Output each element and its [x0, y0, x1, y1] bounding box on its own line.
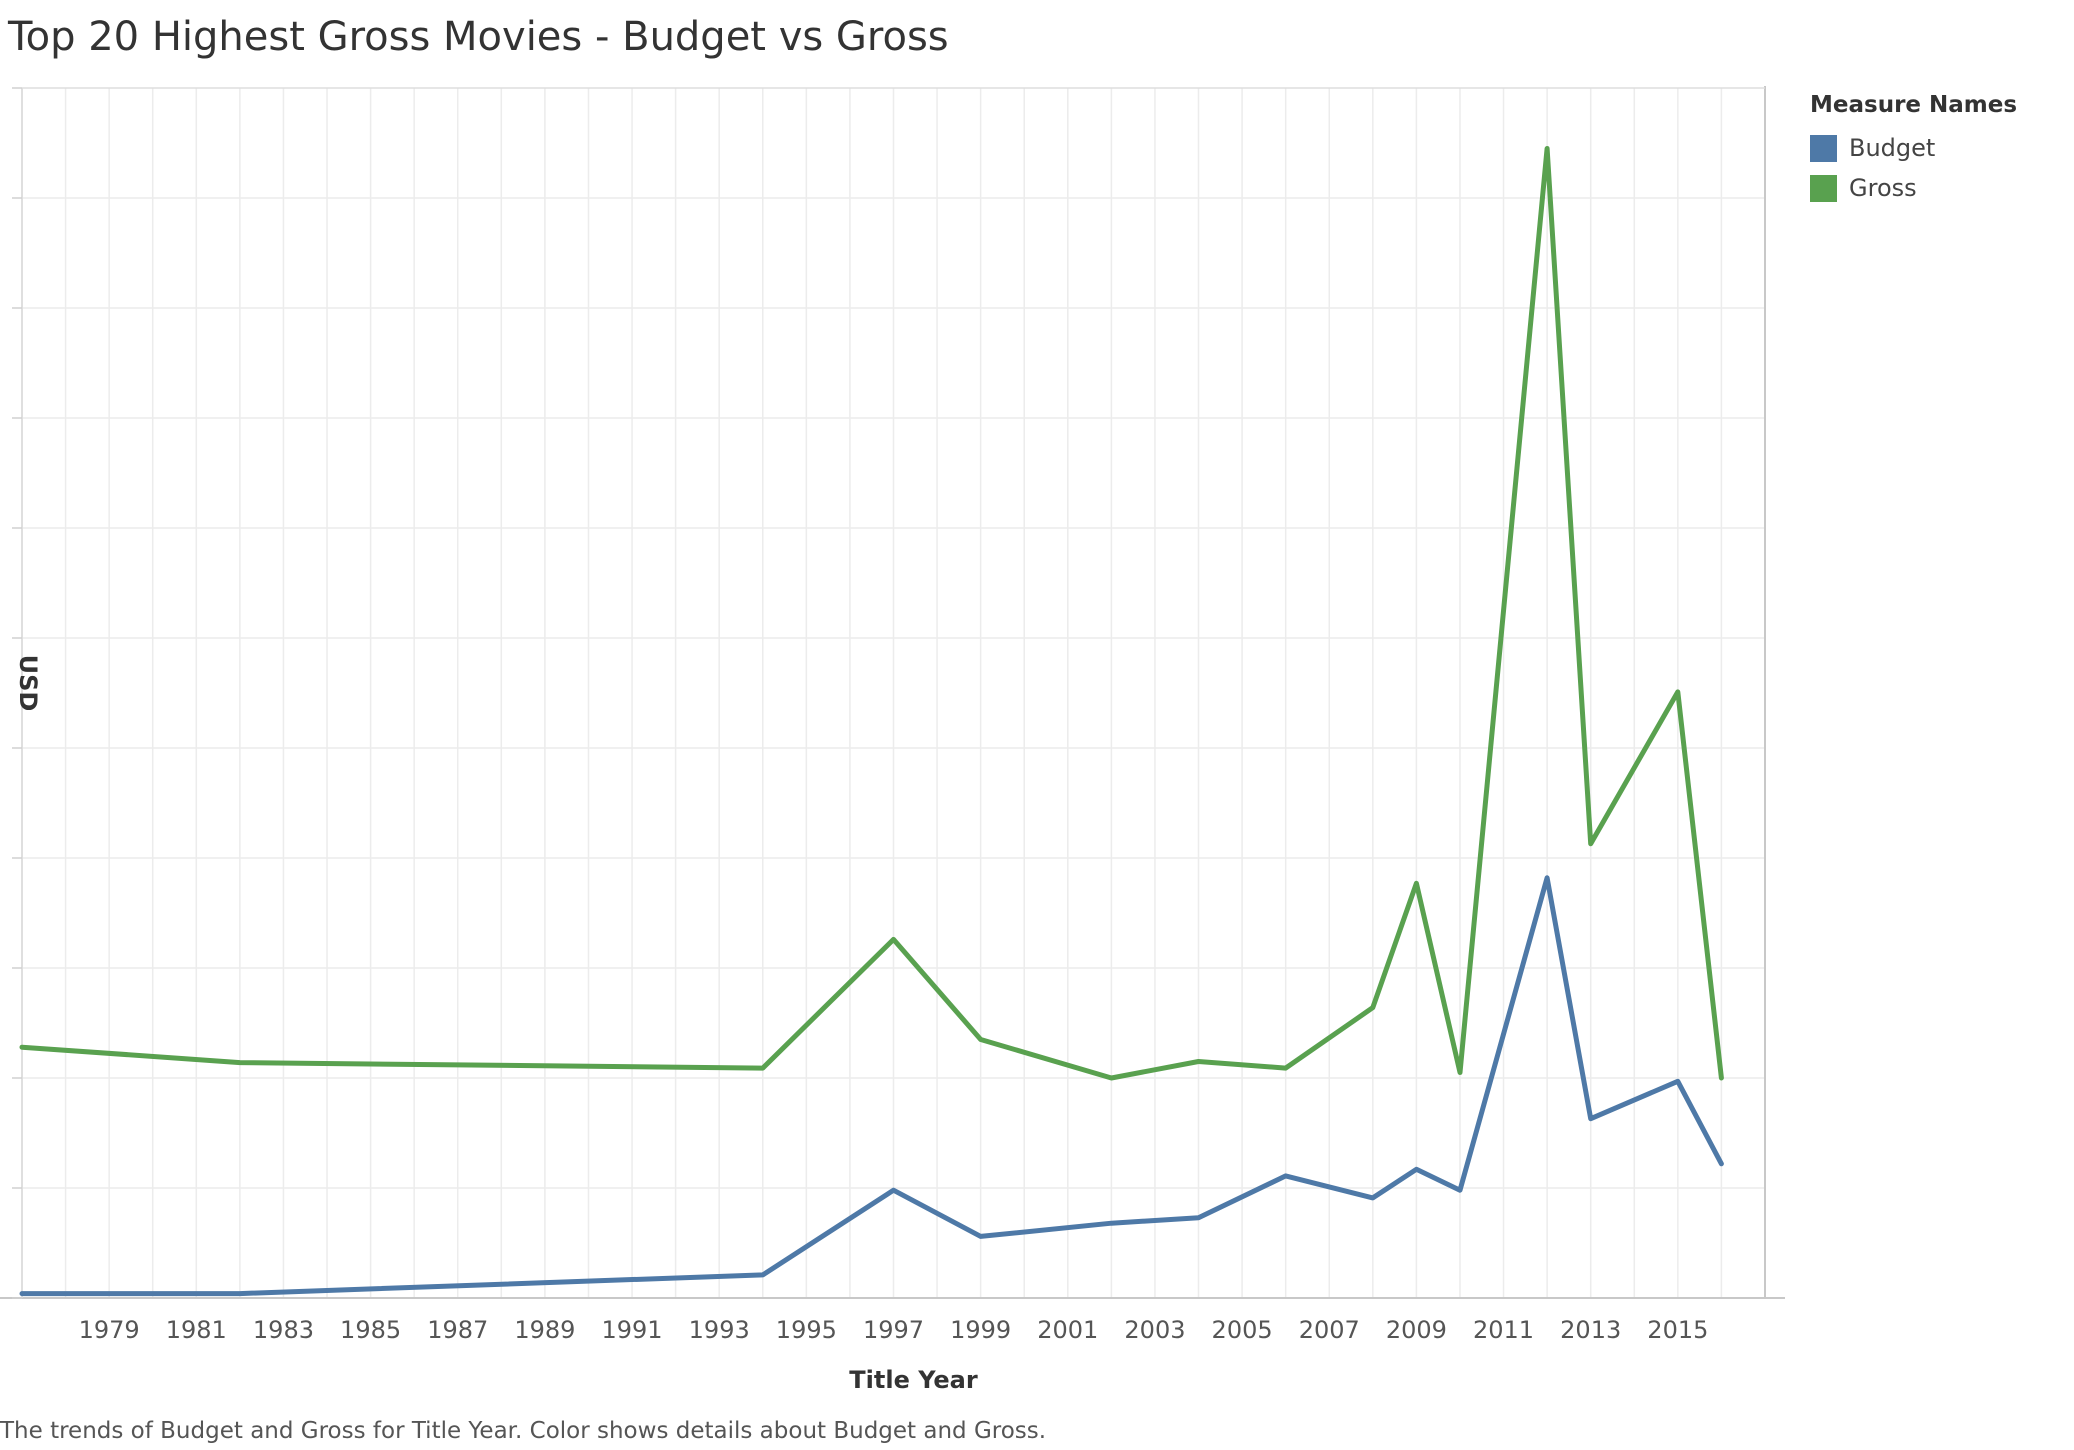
x-tick-label: 2011: [1473, 1316, 1534, 1344]
legend: Measure Names Budget Gross: [1810, 92, 2017, 208]
series-line-gross[interactable]: [19, 146, 1724, 1081]
x-tick-label: 2015: [1647, 1316, 1708, 1344]
x-tick-label: 2003: [1124, 1316, 1185, 1344]
x-tick-label: 2005: [1212, 1316, 1273, 1344]
x-tick-label: 1995: [776, 1316, 837, 1344]
series-line-budget[interactable]: [19, 875, 1724, 1297]
chart-caption: The trends of Budget and Gross for Title…: [0, 1418, 1047, 1444]
x-tick-label: 1993: [689, 1316, 750, 1344]
legend-swatch-budget: [1810, 134, 1837, 162]
x-tick-label: 2001: [1037, 1316, 1098, 1344]
legend-swatch-gross: [1810, 174, 1837, 202]
x-tick-label: 1981: [166, 1316, 227, 1344]
x-tick-label: 2009: [1386, 1316, 1447, 1344]
series-lines: [19, 146, 1724, 1297]
x-tick-label: 1985: [340, 1316, 401, 1344]
x-tick-label: 1999: [950, 1316, 1011, 1344]
x-tick-label: 1987: [427, 1316, 488, 1344]
x-tick-label: 1983: [253, 1316, 314, 1344]
legend-label-budget: Budget: [1849, 134, 1936, 162]
x-tick-label: 1997: [863, 1316, 924, 1344]
legend-title: Measure Names: [1810, 92, 2018, 118]
chart-title: Top 20 Highest Gross Movies - Budget vs …: [8, 14, 949, 60]
x-tick-label: 1979: [79, 1316, 140, 1344]
grid-lines: [21, 88, 1766, 1298]
y-axis-title: USD: [14, 655, 42, 712]
x-axis-title: Title Year: [849, 1366, 978, 1394]
x-tick-labels: 1979 1981 1983 1985 1987 1989 1991 1993 1995 1997…: [79, 1316, 1709, 1344]
x-tick-label: 2007: [1299, 1316, 1360, 1344]
axes: [0, 86, 1785, 1299]
legend-item-budget[interactable]: Budget: [1810, 128, 2017, 168]
legend-item-gross[interactable]: Gross: [1810, 168, 2017, 208]
legend-label-gross: Gross: [1849, 174, 1917, 202]
x-tick-label: 2013: [1560, 1316, 1621, 1344]
x-tick-label: 1989: [514, 1316, 575, 1344]
x-tick-label: 1991: [602, 1316, 663, 1344]
